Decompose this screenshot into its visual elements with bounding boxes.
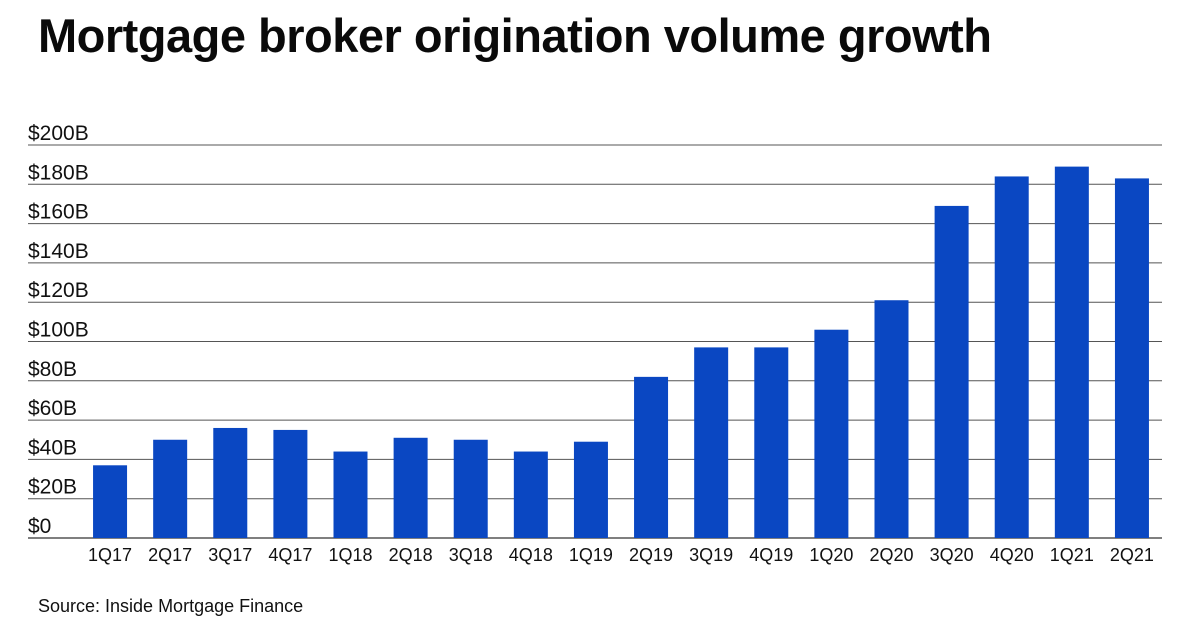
bar-1q18: [333, 451, 368, 538]
y-tick-label: $100B: [28, 319, 89, 342]
bar-1q20: [814, 329, 849, 538]
x-tick-label: 2Q20: [869, 545, 913, 565]
x-tick-label: 1Q18: [328, 545, 372, 565]
x-tick-label: 2Q21: [1110, 545, 1154, 565]
bar-1q17: [93, 465, 128, 538]
bar-3q18: [453, 439, 488, 538]
x-tick-label: 3Q20: [930, 545, 974, 565]
x-tick-label: 1Q17: [88, 545, 132, 565]
y-tick-label: $160B: [28, 201, 89, 224]
x-tick-label: 2Q18: [389, 545, 433, 565]
bar-2q20: [874, 300, 909, 538]
x-axis-tick-labels: 1Q17 2Q17 3Q17 4Q17 1Q18 2Q18 3Q18 4Q18 1Q19 2Q19…: [88, 545, 1154, 565]
x-tick-label: 3Q17: [208, 545, 252, 565]
x-tick-label: 4Q17: [268, 545, 312, 565]
y-tick-label: $20B: [28, 476, 77, 499]
y-axis-tick-labels: $0 $20B $40B $60B $80B $100B $120B $140B $160B $1…: [28, 122, 89, 538]
y-tick-label: $60B: [28, 397, 77, 420]
x-tick-label: 1Q19: [569, 545, 613, 565]
y-tick-label: $80B: [28, 358, 77, 381]
bar-2q18: [393, 437, 428, 538]
bar-1q19: [573, 441, 608, 538]
bar-chart: $0 $20B $40B $60B $80B $100B $120B $140B $160B $1…: [28, 122, 1162, 565]
x-tick-label: 4Q19: [749, 545, 793, 565]
bar-4q19: [754, 347, 789, 538]
x-tick-label: 2Q17: [148, 545, 192, 565]
y-tick-label: $140B: [28, 240, 89, 263]
y-tick-label: $40B: [28, 436, 77, 459]
y-tick-label: $120B: [28, 279, 89, 302]
x-tick-label: 2Q19: [629, 545, 673, 565]
x-tick-label: 1Q21: [1050, 545, 1094, 565]
source-note: Source: Inside Mortgage Finance: [38, 596, 304, 616]
x-tick-label: 3Q19: [689, 545, 733, 565]
bar-4q20: [994, 176, 1029, 538]
bar-2q19: [634, 376, 669, 538]
bar-4q18: [513, 451, 548, 538]
bar-2q17: [153, 439, 188, 538]
chart-title: Mortgage broker origination volume growt…: [38, 9, 992, 62]
bar-3q17: [213, 427, 248, 538]
y-tick-label: $200B: [28, 122, 89, 145]
bar-3q19: [694, 347, 729, 538]
bar-1q21: [1054, 166, 1089, 539]
bar-3q20: [934, 205, 969, 539]
bar-4q17: [273, 429, 308, 538]
y-tick-label: $180B: [28, 161, 89, 184]
bars: [93, 166, 1149, 539]
x-tick-label: 3Q18: [449, 545, 493, 565]
x-tick-label: 1Q20: [809, 545, 853, 565]
y-tick-label: $0: [28, 515, 51, 538]
x-tick-label: 4Q18: [509, 545, 553, 565]
x-tick-label: 4Q20: [990, 545, 1034, 565]
bar-2q21: [1114, 178, 1149, 538]
